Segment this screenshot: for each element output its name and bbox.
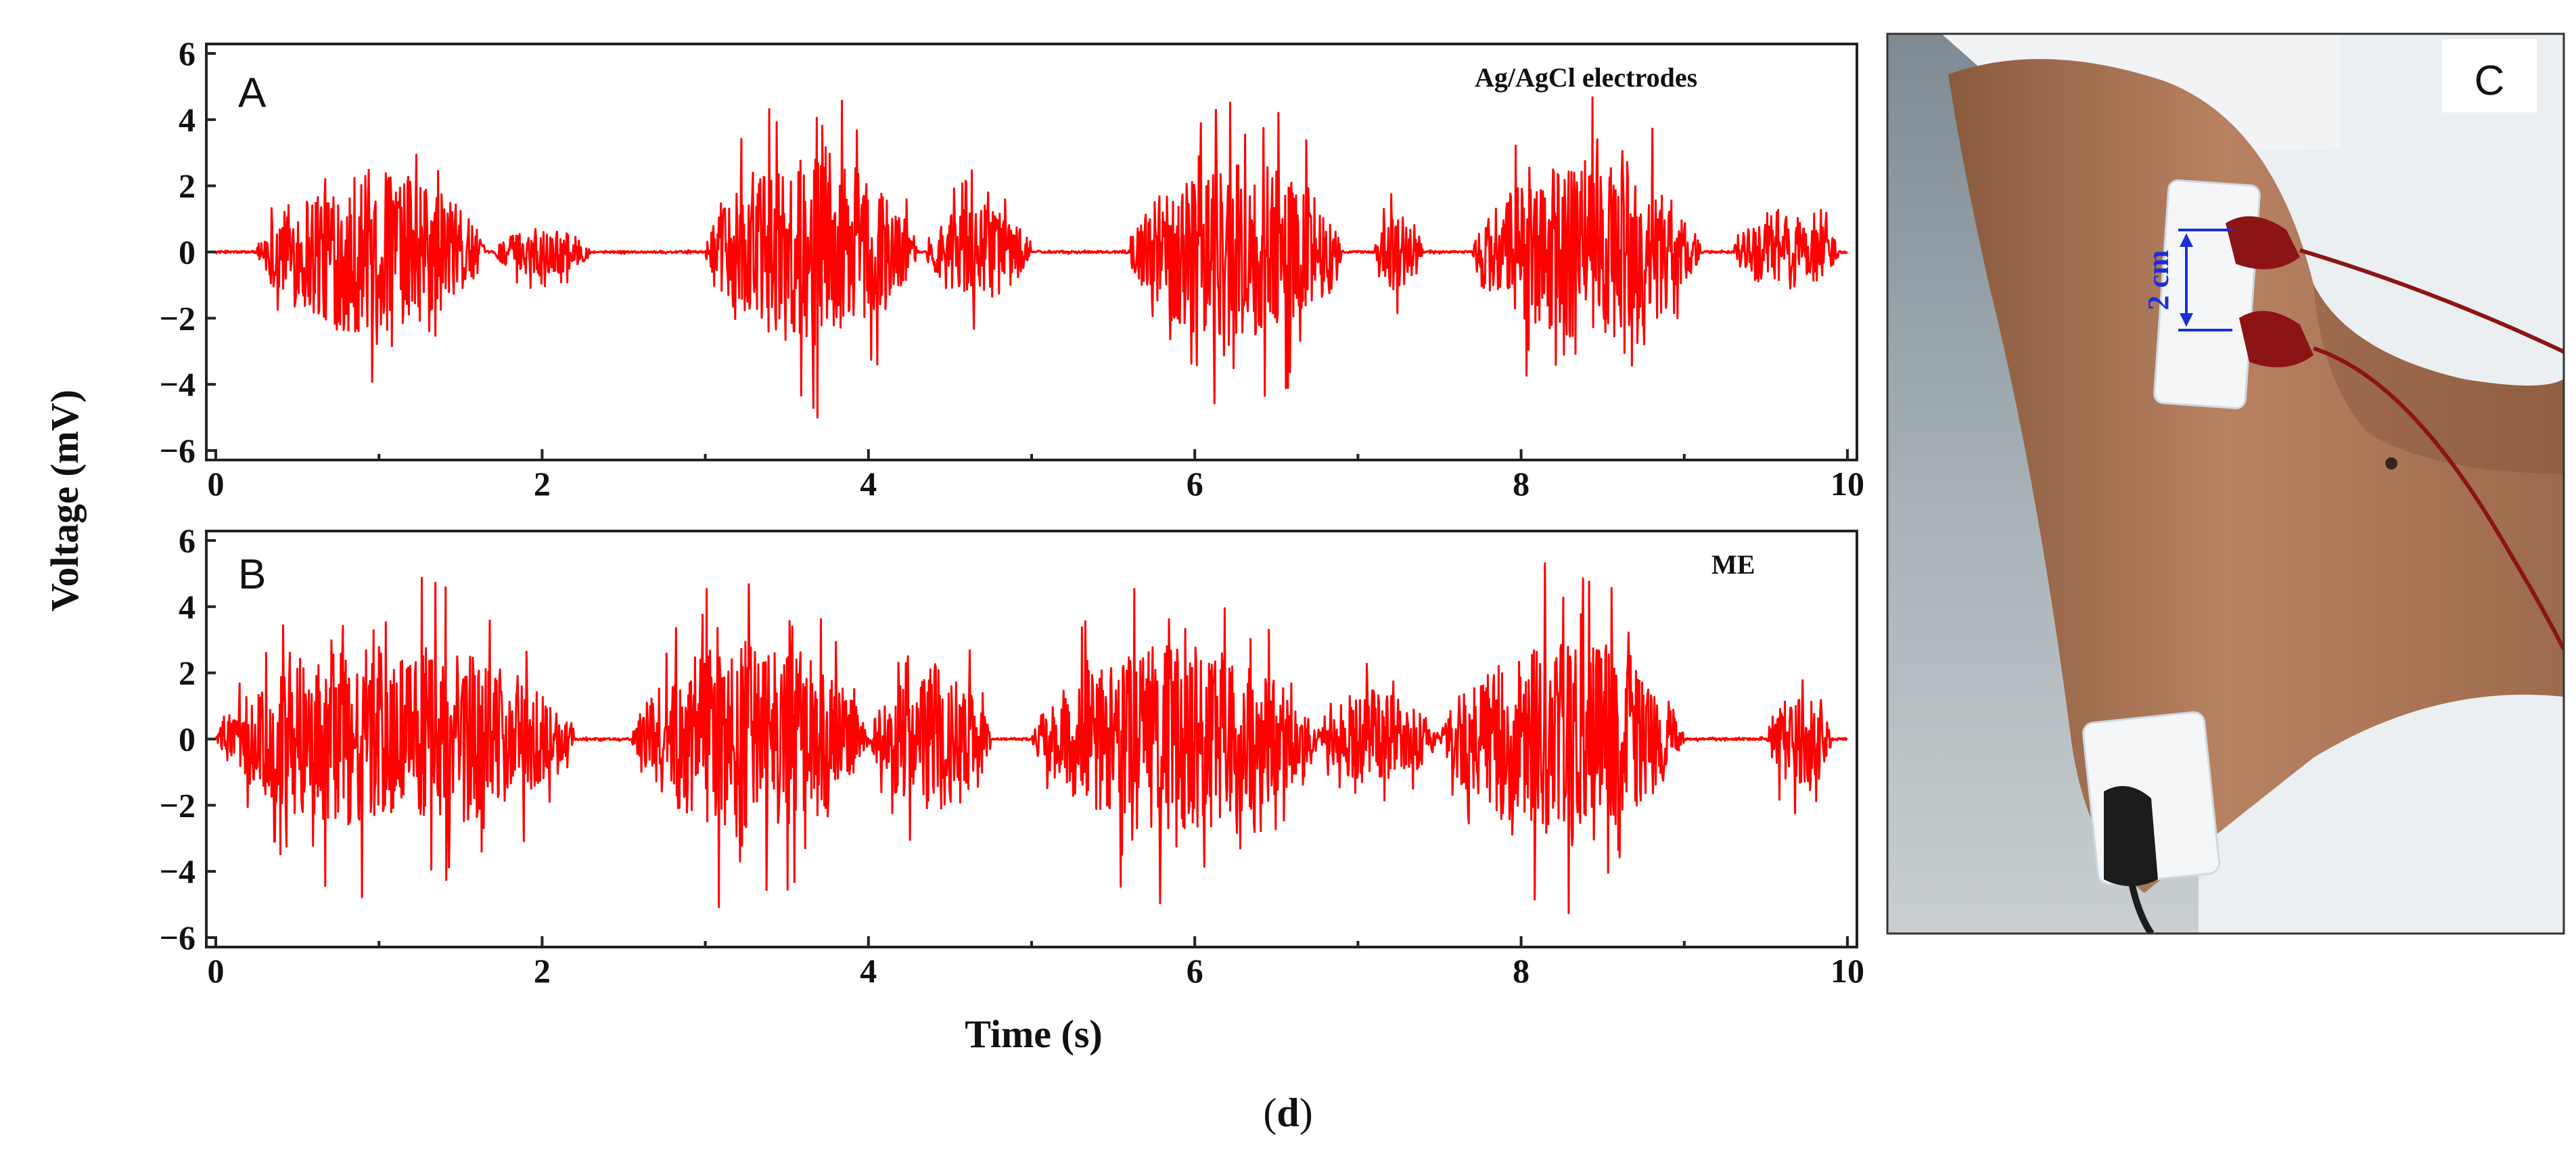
panel-a-ytick-label: 4 [179, 101, 196, 139]
photo-measure-arrowhead-bottom [2180, 313, 2193, 327]
panel-b-signal-trace [214, 562, 1848, 915]
panel-b-emg-plot: 6 4 2 0 −2 −4 −6 0 2 4 6 8 10 B ME [160, 522, 1865, 990]
photo-skin-mark [2385, 457, 2397, 469]
panel-b-annotation: ME [1711, 549, 1755, 580]
photo-clip-upper-1 [2226, 216, 2300, 269]
photo-clip-lower [2104, 786, 2158, 886]
panel-b-xtick-label: 0 [208, 952, 225, 990]
photo-lead-wire-black [2128, 879, 2155, 934]
panel-b-ytick-label: −6 [160, 919, 196, 957]
panel-b-ytick-label: −2 [160, 786, 196, 824]
panel-b-xtick-label: 2 [534, 952, 551, 990]
panel-b-ytick-label: 0 [179, 720, 196, 758]
panel-a-ytick-label: 2 [179, 167, 196, 205]
panel-a-xtick-label: 2 [534, 465, 551, 503]
panel-b-xtick-label: 6 [1187, 952, 1203, 990]
panel-a-xtick-label: 4 [860, 465, 877, 503]
photo-border [1886, 32, 2565, 935]
panel-a-xtick-label: 8 [1513, 465, 1530, 503]
panel-a-xtick-label: 0 [208, 465, 225, 503]
x-axis-title: Time (s) [965, 1012, 1103, 1056]
panel-a-xtick-label: 6 [1187, 465, 1203, 503]
panel-a-ytick-label: −6 [160, 432, 196, 469]
panel-a-ytick-label: −4 [160, 365, 196, 403]
photo-lead-wire-red-1 [2299, 248, 2564, 354]
panel-b-x-ticks: 0 2 4 6 8 10 [208, 936, 1864, 990]
photo-arm [1948, 59, 2564, 894]
photo-panel-letter: C [2475, 58, 2505, 104]
photo-measure-arrowhead-top [2180, 233, 2193, 247]
panel-b-ytick-label: −4 [160, 852, 196, 890]
panel-c-electrode-photo: 2 cm C [1886, 32, 2565, 935]
panel-a-ytick-label: 6 [179, 34, 196, 72]
panel-b-ytick-label: 4 [179, 588, 196, 626]
panel-a-letter: A [238, 70, 267, 116]
panel-b-xtick-label: 4 [860, 952, 877, 990]
panel-a-xtick-label: 10 [1831, 465, 1864, 503]
panel-a-x-ticks: 0 2 4 6 8 10 [208, 449, 1864, 503]
photo-measure-label: 2 cm [2142, 250, 2175, 310]
panel-a-signal-line [214, 96, 1848, 419]
photo-lead-wire-red-2 [2313, 346, 2564, 651]
photo-panel-label-box [2442, 39, 2537, 112]
panel-a-ytick-label: −2 [160, 299, 196, 337]
panel-b-ytick-label: 2 [179, 654, 196, 692]
panel-a-ytick-label: 0 [179, 233, 196, 271]
figure-caption: (d) [1263, 1090, 1312, 1135]
photo-forearm-shadow [2314, 284, 2564, 474]
photo-clip-upper-2 [2239, 310, 2314, 367]
panel-b-ytick-label: 6 [179, 522, 196, 559]
panel-a-annotation: Ag/AgCl electrodes [1475, 62, 1697, 93]
panel-b-xtick-label: 8 [1513, 952, 1530, 990]
y-axis-title: Voltage (mV) [43, 390, 87, 612]
panel-a-y-ticks: 6 4 2 0 −2 −4 −6 [160, 34, 216, 469]
panel-a-signal-trace [214, 96, 1848, 419]
panel-b-y-ticks: 6 4 2 0 −2 −4 −6 [160, 522, 216, 957]
panel-b-xtick-label: 10 [1831, 952, 1864, 990]
panel-b-letter: B [238, 551, 266, 598]
panel-a-emg-plot: 6 4 2 0 −2 −4 −6 0 2 4 6 8 10 A Ag/AgCl electrodes [160, 34, 1865, 503]
panel-b-signal-line [214, 562, 1848, 915]
